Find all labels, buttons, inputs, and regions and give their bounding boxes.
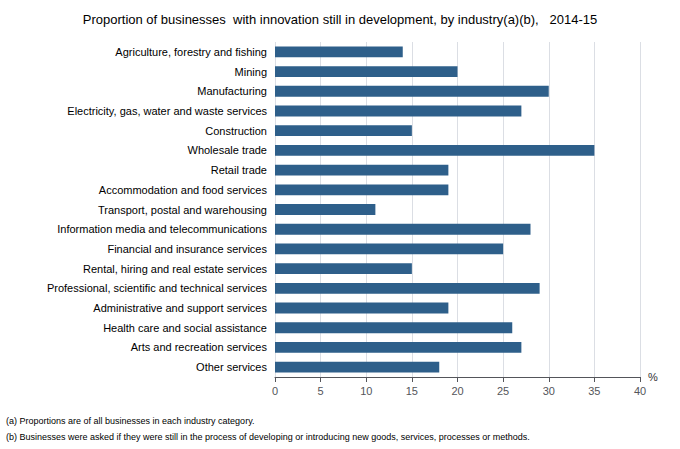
svg-text:15: 15: [406, 385, 418, 397]
svg-text:30: 30: [543, 385, 555, 397]
svg-text:20: 20: [451, 385, 463, 397]
svg-text:Administrative and support ser: Administrative and support services: [93, 302, 267, 314]
svg-text:Arts and recreation services: Arts and recreation services: [131, 341, 268, 353]
svg-text:Accommodation and food service: Accommodation and food services: [99, 184, 268, 196]
svg-text:Rental, hiring and real estate: Rental, hiring and real estate services: [83, 263, 268, 275]
svg-text:Health care and social assista: Health care and social assistance: [103, 322, 267, 334]
svg-text:(b) Businesses were asked if t: (b) Businesses were asked if they were s…: [6, 432, 530, 442]
svg-text:Retail trade: Retail trade: [211, 164, 267, 176]
svg-text:Professional, scientific and t: Professional, scientific and technical s…: [47, 282, 268, 294]
svg-text:Financial and insurance servic: Financial and insurance services: [107, 243, 267, 255]
svg-text:10: 10: [360, 385, 372, 397]
svg-text:0: 0: [272, 385, 278, 397]
svg-text:Electricity, gas, water and wa: Electricity, gas, water and waste servic…: [67, 105, 267, 117]
svg-text:%: %: [648, 371, 658, 383]
svg-text:Construction: Construction: [205, 125, 267, 137]
svg-text:5: 5: [318, 385, 324, 397]
svg-text:Agriculture, forestry and fish: Agriculture, forestry and fishing: [115, 46, 267, 58]
svg-text:35: 35: [588, 385, 600, 397]
svg-text:Manufacturing: Manufacturing: [197, 85, 267, 97]
svg-text:Wholesale trade: Wholesale trade: [188, 144, 268, 156]
svg-text:(a) Proportions are of all bus: (a) Proportions are of all businesses in…: [6, 416, 254, 426]
svg-text:25: 25: [497, 385, 509, 397]
svg-text:Other services: Other services: [196, 361, 267, 373]
svg-text:40: 40: [634, 385, 646, 397]
svg-text:Mining: Mining: [235, 66, 267, 78]
svg-text:Proportion of businesses with: Proportion of businesses with innovation…: [83, 12, 598, 27]
svg-text:Information media and telecomm: Information media and telecommunications: [57, 223, 267, 235]
svg-text:Transport, postal and warehous: Transport, postal and warehousing: [98, 204, 267, 216]
